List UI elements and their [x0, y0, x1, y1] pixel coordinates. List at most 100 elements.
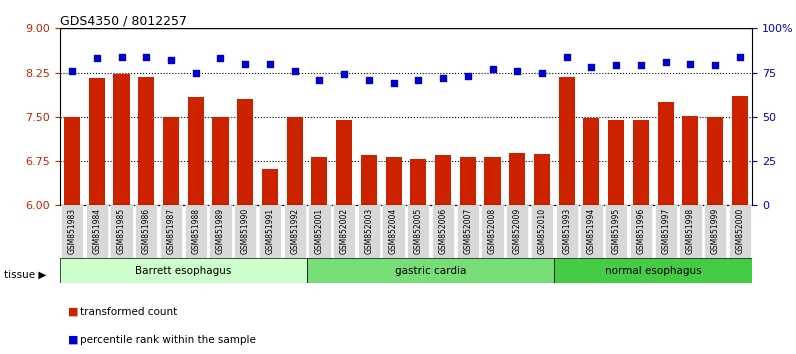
Point — [214, 56, 227, 61]
FancyBboxPatch shape — [308, 205, 330, 258]
Bar — [657, 102, 673, 205]
Point — [140, 54, 153, 59]
Point — [536, 70, 548, 75]
Bar — [114, 74, 130, 205]
Bar — [311, 157, 327, 205]
Text: GSM852003: GSM852003 — [365, 208, 373, 254]
Bar — [410, 159, 427, 205]
Bar — [287, 117, 302, 205]
Text: ■: ■ — [68, 335, 78, 345]
Point — [560, 54, 573, 59]
Text: GSM851997: GSM851997 — [661, 208, 670, 254]
FancyBboxPatch shape — [630, 205, 652, 258]
FancyBboxPatch shape — [86, 205, 108, 258]
Point — [412, 77, 425, 82]
Point — [115, 54, 128, 59]
Text: GSM852000: GSM852000 — [736, 208, 744, 254]
FancyBboxPatch shape — [111, 205, 133, 258]
Point — [634, 63, 647, 68]
Point — [313, 77, 326, 82]
Bar — [139, 77, 154, 205]
Bar — [64, 117, 80, 205]
Text: GSM851985: GSM851985 — [117, 208, 126, 254]
Point — [708, 63, 721, 68]
FancyBboxPatch shape — [357, 205, 380, 258]
Point — [462, 73, 474, 79]
Text: GSM852007: GSM852007 — [463, 208, 472, 254]
Point — [610, 63, 622, 68]
Text: Barrett esophagus: Barrett esophagus — [135, 266, 232, 276]
FancyBboxPatch shape — [654, 205, 677, 258]
FancyBboxPatch shape — [554, 258, 752, 283]
Bar — [633, 120, 649, 205]
Text: GSM852009: GSM852009 — [513, 208, 521, 254]
FancyBboxPatch shape — [209, 205, 232, 258]
Text: GDS4350 / 8012257: GDS4350 / 8012257 — [60, 14, 187, 27]
Bar — [682, 116, 698, 205]
Bar — [336, 120, 352, 205]
FancyBboxPatch shape — [679, 205, 701, 258]
Text: GSM851999: GSM851999 — [711, 208, 720, 254]
FancyBboxPatch shape — [283, 205, 306, 258]
Text: percentile rank within the sample: percentile rank within the sample — [80, 335, 256, 345]
Bar — [385, 157, 402, 205]
FancyBboxPatch shape — [580, 205, 603, 258]
FancyBboxPatch shape — [457, 205, 479, 258]
Point — [437, 75, 450, 81]
Point — [511, 68, 524, 74]
Text: GSM851998: GSM851998 — [686, 208, 695, 254]
Text: GSM851984: GSM851984 — [92, 208, 101, 254]
Text: GSM851992: GSM851992 — [291, 208, 299, 254]
Text: GSM852006: GSM852006 — [439, 208, 447, 254]
Bar — [583, 118, 599, 205]
Point — [387, 80, 400, 86]
FancyBboxPatch shape — [704, 205, 726, 258]
Text: GSM852010: GSM852010 — [537, 208, 547, 254]
Bar — [213, 117, 228, 205]
FancyBboxPatch shape — [60, 258, 307, 283]
Bar — [163, 117, 179, 205]
Text: GSM852005: GSM852005 — [414, 208, 423, 254]
Text: GSM851995: GSM851995 — [611, 208, 621, 254]
Point — [733, 54, 746, 59]
Text: GSM852004: GSM852004 — [389, 208, 398, 254]
Text: normal esophagus: normal esophagus — [605, 266, 701, 276]
FancyBboxPatch shape — [135, 205, 158, 258]
Bar — [262, 169, 278, 205]
FancyBboxPatch shape — [605, 205, 627, 258]
Text: GSM851994: GSM851994 — [587, 208, 596, 254]
FancyBboxPatch shape — [234, 205, 256, 258]
Text: GSM851987: GSM851987 — [166, 208, 175, 254]
Point — [362, 77, 375, 82]
Text: GSM852002: GSM852002 — [340, 208, 349, 254]
Bar — [435, 155, 451, 205]
Point — [263, 61, 276, 67]
Point — [239, 61, 252, 67]
Point — [585, 64, 598, 70]
Point — [66, 68, 79, 74]
Text: ■: ■ — [68, 307, 78, 316]
FancyBboxPatch shape — [408, 205, 430, 258]
Point — [165, 57, 178, 63]
FancyBboxPatch shape — [382, 205, 404, 258]
FancyBboxPatch shape — [185, 205, 207, 258]
Bar — [559, 77, 575, 205]
FancyBboxPatch shape — [506, 205, 529, 258]
Bar — [509, 153, 525, 205]
Text: GSM852008: GSM852008 — [488, 208, 497, 254]
Text: GSM851990: GSM851990 — [240, 208, 250, 254]
FancyBboxPatch shape — [482, 205, 504, 258]
Bar — [608, 120, 624, 205]
Text: GSM851986: GSM851986 — [142, 208, 150, 254]
Point — [189, 70, 202, 75]
Text: gastric cardia: gastric cardia — [395, 266, 466, 276]
Text: GSM851989: GSM851989 — [216, 208, 225, 254]
Bar — [460, 157, 476, 205]
Bar — [732, 96, 748, 205]
FancyBboxPatch shape — [307, 258, 554, 283]
Point — [486, 66, 499, 72]
Point — [659, 59, 672, 65]
FancyBboxPatch shape — [432, 205, 455, 258]
Text: GSM851993: GSM851993 — [562, 208, 572, 254]
FancyBboxPatch shape — [556, 205, 578, 258]
